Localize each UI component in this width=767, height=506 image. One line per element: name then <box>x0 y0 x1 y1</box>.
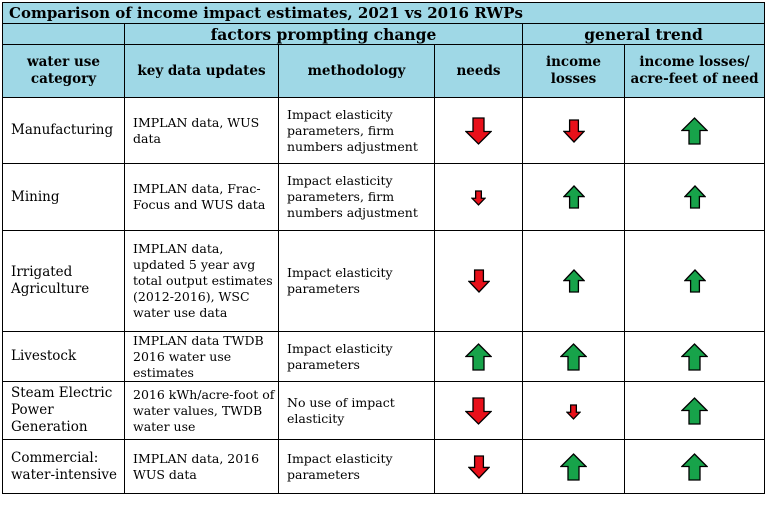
up-arrow-icon <box>562 269 585 293</box>
row-income-losses-trend <box>522 230 625 332</box>
down-arrow-icon <box>467 454 490 479</box>
income-impact-table: Comparison of income impact estimates, 2… <box>1 2 766 494</box>
row-methodology: No use of impact elasticity <box>278 381 435 440</box>
group-header-empty <box>2 23 125 45</box>
row-needs-trend <box>434 331 523 382</box>
header-category: water use category <box>2 44 125 98</box>
row-methodology: Impact elasticity parameters <box>278 331 435 382</box>
row-methodology: Impact elasticity parameters <box>278 439 435 494</box>
row-methodology: Impact elasticity parameters <box>278 230 435 332</box>
row-key-data: IMPLAN data, updated 5 year avg total ou… <box>124 230 279 332</box>
table-row: Steam Electric Power Generation 2016 kWh/… <box>2 381 766 440</box>
row-needs-trend <box>434 381 523 440</box>
up-arrow-icon <box>683 185 706 209</box>
row-per-acre-feet-trend <box>623 163 766 231</box>
down-arrow-icon <box>465 396 492 425</box>
row-needs-trend <box>434 439 523 494</box>
row-income-losses-trend <box>522 97 625 164</box>
up-arrow-icon <box>683 269 706 293</box>
row-key-data: IMPLAN data TWDB 2016 water use estimate… <box>124 331 279 382</box>
row-needs-trend <box>434 230 523 332</box>
down-arrow-icon <box>566 403 581 420</box>
table-row: Mining IMPLAN data, Frac-Focus and WUS da… <box>2 163 766 231</box>
up-arrow-icon <box>681 452 709 481</box>
table-title: Comparison of income impact estimates, 2… <box>1 2 766 24</box>
row-per-acre-feet-trend <box>623 331 766 382</box>
row-key-data: 2016 kWh/acre-foot of water values, TWDB… <box>124 381 279 440</box>
down-arrow-icon <box>467 269 490 293</box>
row-income-losses-trend <box>522 381 625 440</box>
table-row: Commercial: water-intensive IMPLAN data, … <box>2 439 766 494</box>
row-per-acre-feet-trend <box>623 230 766 332</box>
down-arrow-icon <box>562 118 585 143</box>
up-arrow-icon <box>681 396 709 425</box>
row-needs-trend <box>434 163 523 231</box>
up-arrow-icon <box>465 342 492 371</box>
group-header-factors: factors prompting change <box>124 23 523 45</box>
row-category: Commercial: water-intensive <box>2 439 125 494</box>
row-category: Irrigated Agriculture <box>2 230 125 332</box>
header-income-losses: income losses <box>522 44 625 98</box>
row-income-losses-trend <box>522 163 625 231</box>
up-arrow-icon <box>560 452 587 481</box>
group-header-trend: general trend <box>521 23 766 45</box>
header-per-acre-feet: income losses/ acre-feet of need <box>623 44 766 98</box>
header-key-data: key data updates <box>124 44 279 98</box>
title-row: Comparison of income impact estimates, 2… <box>1 2 766 24</box>
row-category: Livestock <box>2 331 125 382</box>
table-row: Livestock IMPLAN data TWDB 2016 water use… <box>2 331 766 382</box>
down-arrow-icon <box>465 116 492 145</box>
up-arrow-icon <box>562 185 585 209</box>
row-needs-trend <box>434 97 523 164</box>
group-header-row: factors prompting change general trend <box>2 23 766 45</box>
up-arrow-icon <box>560 342 587 371</box>
row-per-acre-feet-trend <box>623 381 766 440</box>
row-category: Steam Electric Power Generation <box>2 381 125 440</box>
down-arrow-icon <box>471 190 486 206</box>
table-row: Manufacturing IMPLAN data, WUS data Impact… <box>2 97 766 164</box>
row-per-acre-feet-trend <box>623 97 766 164</box>
header-methodology: methodology <box>278 44 435 98</box>
row-income-losses-trend <box>522 331 625 382</box>
up-arrow-icon <box>681 342 709 371</box>
header-needs: needs <box>434 44 523 98</box>
row-income-losses-trend <box>522 439 625 494</box>
up-arrow-icon <box>681 116 709 145</box>
row-category: Mining <box>2 163 125 231</box>
row-category: Manufacturing <box>2 97 125 164</box>
row-key-data: IMPLAN data, 2016 WUS data <box>124 439 279 494</box>
row-methodology: Impact elasticity parameters, firm numbe… <box>278 163 435 231</box>
table-row: Irrigated Agriculture IMPLAN data, update… <box>2 230 766 332</box>
row-per-acre-feet-trend <box>623 439 766 494</box>
column-header-row: water use category key data updates meth… <box>2 44 766 98</box>
row-methodology: Impact elasticity parameters, firm numbe… <box>278 97 435 164</box>
row-key-data: IMPLAN data, WUS data <box>124 97 279 164</box>
row-key-data: IMPLAN data, Frac-Focus and WUS data <box>124 163 279 231</box>
